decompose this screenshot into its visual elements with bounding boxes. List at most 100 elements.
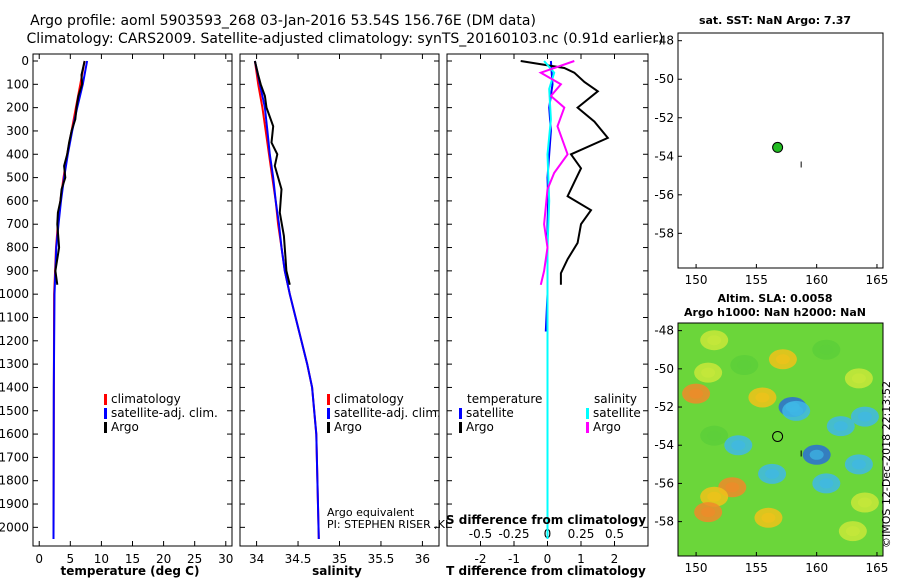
y-tick-label: 600 [6,194,29,208]
legend-label: Argo [593,420,621,434]
sst-title: sat. SST: NaN Argo: 7.37 [699,14,851,27]
temperature-lines [52,60,89,540]
sla-anomaly-core [857,497,872,508]
sla-anomaly-core [775,354,790,365]
legend-label: Argo [111,420,139,434]
series-line-argo [54,60,86,285]
salinity-frame [239,53,440,547]
y-tick-label: 200 [6,101,29,115]
x-tick-label: 34 [249,552,264,566]
map-x-tick-label: 150 [685,273,708,287]
y-tick-label: 1000 [0,287,29,301]
salinity-xlabel: salinity [312,564,362,578]
series-line-satellite-adj-clim- [253,60,320,540]
map-y-tick-label: -56 [654,476,674,490]
legend-title-temperature: temperature [467,392,542,406]
s-tick-label: -0.5 [469,527,492,541]
imos-watermark: ©IMOS 12-Dec-2018 22:13:52 [880,381,893,548]
sla-anomaly-core [689,388,704,399]
map-x-tick-label: 155 [745,273,768,287]
y-tick-label: 500 [6,171,29,185]
sla-anomaly-core [725,482,740,493]
argo-position-marker [772,430,784,442]
sla-anomaly-core [701,367,716,378]
y-tick-label: 1400 [0,380,29,394]
sla-anomaly-core [707,491,722,502]
difference-lines [520,60,610,539]
s-tick-label: 0.25 [568,527,595,541]
sla-anomaly-core [765,468,780,479]
map-y-tick-label: -52 [654,111,674,125]
map-y-tick-label: -50 [654,362,674,376]
y-tick-label: 1800 [0,474,29,488]
series-line-argo [253,60,291,286]
y-tick-label: 1900 [0,497,29,511]
map-y-tick-label: -54 [654,149,674,163]
legend-label: Argo [334,420,362,434]
map-y-tick-label: -58 [654,515,674,529]
sla-map-panel: Altim. SLA: 0.0058 Argo h1000: NaN h2000… [654,292,888,575]
legend-swatch [459,408,462,419]
y-tick-label: 800 [6,241,29,255]
tick-glyph: ı [800,157,803,170]
sla-anomaly-core [851,373,866,384]
map-y-tick-label: -48 [654,34,674,48]
salinity-lines [253,60,320,540]
sla-heatmap [682,330,879,542]
y-tick-label: 100 [6,77,29,91]
temperature-ticks: 0100200300400500600700800900100011001200… [0,54,233,566]
difference-xlabel-top: S difference from climatology [446,513,646,527]
y-tick-label: 2000 [0,520,29,534]
sla-anomaly-core [845,526,860,537]
y-tick-label: 1300 [0,357,29,371]
x-tick-label: -2 [475,552,487,566]
legend-swatch [104,408,107,419]
legend-swatch [586,408,589,419]
y-tick-label: 1500 [0,404,29,418]
sla-title-2: Argo h1000: NaN h2000: NaN [684,306,866,319]
sla-anomaly-core [707,335,722,346]
x-tick-label: 34.5 [285,552,312,566]
series-line-s-satellite [543,60,556,539]
series-line-t-argo [520,60,610,285]
sla-anomaly-core [761,512,776,523]
x-tick-label: 25 [187,552,202,566]
legend-label: satellite [466,406,514,420]
map-x-tick-label: 155 [745,561,768,575]
map-x-tick-label: 165 [866,273,889,287]
legend-swatch [327,408,330,419]
x-tick-label: 5 [66,552,74,566]
legend-swatch [459,422,462,433]
x-tick-label: 35.5 [368,552,395,566]
title-line1: Argo profile: aoml 5903593_268 03-Jan-20… [30,13,536,29]
map-y-tick-label: -48 [654,324,674,338]
map-x-tick-label: 150 [685,561,708,575]
x-tick-label: 10 [94,552,109,566]
y-tick-label: 400 [6,147,29,161]
sla-anomaly-core [737,360,752,371]
y-tick-label: 300 [6,124,29,138]
map-y-tick-label: -50 [654,72,674,86]
x-tick-label: 15 [125,552,140,566]
x-tick-label: 0 [544,552,552,566]
sla-anomaly-core [833,421,848,432]
y-tick-label: 1200 [0,334,29,348]
map-x-tick-label: 165 [866,561,889,575]
map-y-tick-label: -54 [654,438,674,452]
map-y-tick-label: -52 [654,400,674,414]
temperature-frame [32,53,233,547]
legend-swatch [104,394,107,405]
legend-swatch [327,422,330,433]
sla-anomaly-core [731,440,746,451]
salinity-ticks: 34 34.5 35 35.5 36 [240,54,439,566]
salinity-annotation-1: Argo equivalent [327,506,415,519]
x-tick-label: 35 [332,552,347,566]
sla-marks: ı [772,430,803,459]
sla-anomaly-core [701,507,716,518]
legend-swatch [104,422,107,433]
tick-glyph: ı [800,446,803,459]
x-tick-label: 1 [577,552,585,566]
title-line2: Climatology: CARS2009. Satellite-adjuste… [26,31,663,47]
sla-anomaly-core [755,392,770,403]
legend-swatch [327,394,330,405]
